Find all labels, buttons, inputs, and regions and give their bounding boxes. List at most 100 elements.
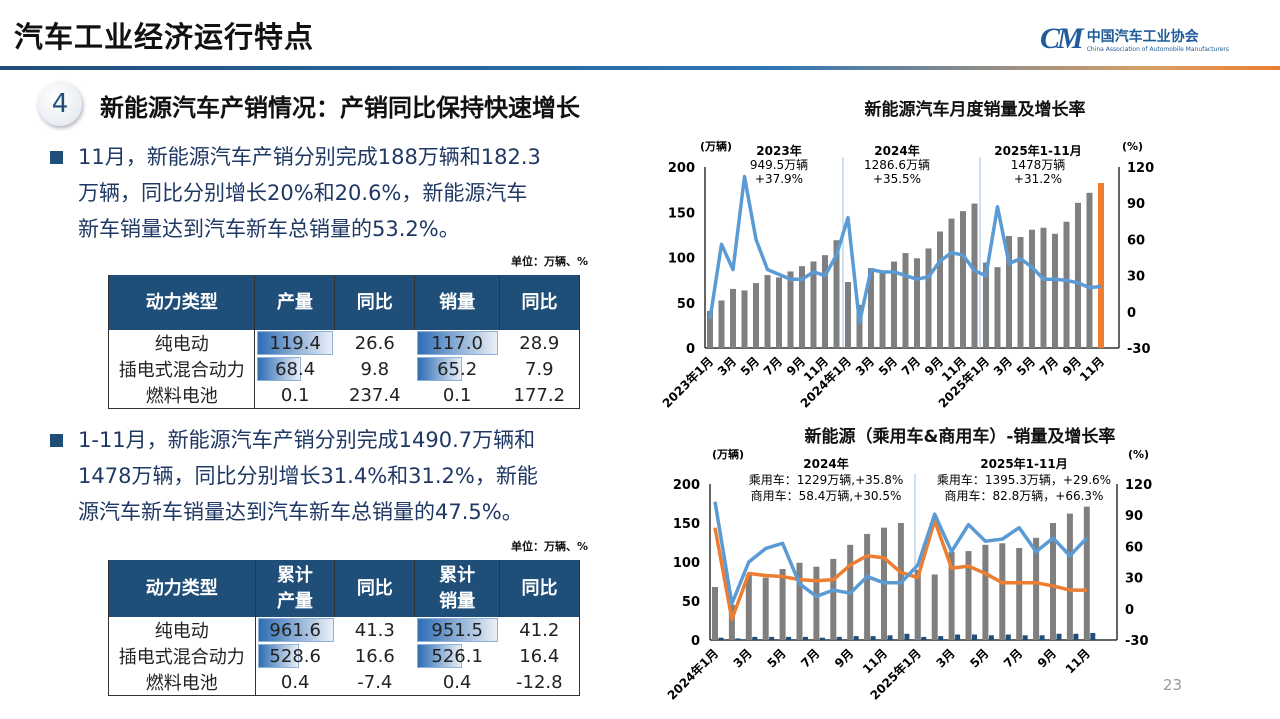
cell-value: 117.0 xyxy=(431,332,483,354)
table-cell: 117.0 xyxy=(415,330,500,356)
passenger-bar xyxy=(1066,513,1073,640)
commercial-bar xyxy=(853,636,859,640)
cell-value: 16.4 xyxy=(519,645,560,667)
growth-line xyxy=(708,174,1102,325)
y2-tick-label: 0 xyxy=(1127,306,1136,321)
annotation-text: 乘用车：1395.3万辆，+29.6% xyxy=(937,472,1111,487)
commercial-bar xyxy=(769,636,775,640)
commercial-bar xyxy=(786,636,792,640)
commercial-bar xyxy=(955,634,961,640)
annotation-text: 商用车：58.4万辆,+30.5% xyxy=(751,488,902,503)
y-tick-label: 50 xyxy=(677,297,695,312)
bullet-line: 1478万辆，同比分别增长31.4%和31.2%，新能 xyxy=(78,464,538,488)
bullet-line: 1-11月，新能源汽车产销分别完成1490.7万辆和 xyxy=(78,428,536,452)
passenger-bar xyxy=(745,574,752,640)
annotation-text: 2025年1-11月 xyxy=(994,143,1081,158)
sales-bar xyxy=(971,203,978,348)
passenger-bar xyxy=(1033,537,1040,640)
column-header: 同比 xyxy=(334,275,415,330)
y2-axis-label: (%) xyxy=(1128,448,1149,461)
annotation-text: 商用车：82.8万辆，+66.3% xyxy=(945,488,1104,503)
passenger-bar xyxy=(914,569,921,640)
y-tick-label: 100 xyxy=(668,252,695,267)
commercial-bar xyxy=(1056,633,1062,640)
passenger-bar xyxy=(712,586,718,640)
column-header: 动力类型 xyxy=(108,275,255,330)
x-tick-label: 5月 xyxy=(1014,354,1038,378)
cell-value: 68.4 xyxy=(275,358,316,380)
data-bar xyxy=(416,357,462,381)
commercial-bar xyxy=(988,635,994,640)
cell-value: 0.1 xyxy=(442,384,472,406)
sales-bar xyxy=(1063,221,1070,348)
x-tick-label: 3月 xyxy=(853,354,877,378)
bullet-line: 11月，新能源汽车产销分别完成188万辆和182.3 xyxy=(78,145,541,169)
table1-unit: 单位：万辆、% xyxy=(510,255,588,268)
table-cell: 燃料电池 xyxy=(109,669,256,696)
table-cell: 0.1 xyxy=(254,382,335,409)
commercial-bar xyxy=(972,634,977,640)
chart2-title: 新能源（乘用车&商用车）-销量及增长率 xyxy=(804,427,1116,447)
y2-tick-label: 0 xyxy=(1125,603,1134,618)
commercial-bar xyxy=(803,636,808,640)
y2-tick-label: 30 xyxy=(1127,270,1145,285)
table-row: 插电式混合动力 528.6 16.6 526.1 16.4 xyxy=(109,643,580,669)
cell-value: 0.1 xyxy=(280,384,310,406)
passenger-bar xyxy=(965,551,972,640)
x-tick-label: 2023年1月 xyxy=(660,354,716,411)
commercial-bar xyxy=(1005,634,1011,640)
cell-value: 951.5 xyxy=(431,619,483,641)
annotation-text: 2023年 xyxy=(756,143,801,158)
segment-sales-chart: 0 50 100 150 200 -30 0 30 60 90 120 (万辆) (%) 2024年1月 3… xyxy=(664,447,1152,703)
table-cell: 7.9 xyxy=(500,356,580,382)
sales-bar xyxy=(856,304,863,348)
bullet-line: 万辆，同比分别增长20%和20.6%，新能源汽车 xyxy=(78,181,528,205)
y2-tick-label: 90 xyxy=(1125,509,1143,524)
x-tick-label: 5月 xyxy=(876,354,900,378)
sales-bar xyxy=(891,261,897,348)
passenger-bar xyxy=(1016,547,1023,640)
cell-value: 0.4 xyxy=(280,671,310,693)
table-cell: 燃料电池 xyxy=(109,382,255,409)
sales-bar xyxy=(1075,202,1081,348)
sales-bar xyxy=(707,310,713,348)
annotation-text: 1478万辆 xyxy=(1011,158,1066,172)
data-bar xyxy=(257,357,301,381)
sales-bar xyxy=(741,290,748,348)
table-row: 燃料电池 0.4 -7.4 0.4 -12.8 xyxy=(109,669,580,696)
bullet-square-icon xyxy=(50,434,63,447)
orange-growth-line xyxy=(713,518,1087,621)
column-header: 动力类型 xyxy=(108,560,255,617)
cell-value: 0.4 xyxy=(442,671,472,693)
passenger-bar xyxy=(931,574,938,640)
bullet-square-icon xyxy=(50,151,63,164)
passenger-bar xyxy=(813,566,820,640)
y-tick-label: 200 xyxy=(668,161,695,176)
sales-bar xyxy=(718,300,725,348)
cell-value: 119.4 xyxy=(269,332,321,354)
sales-bar xyxy=(833,240,840,348)
page-number: 23 xyxy=(1163,676,1183,694)
table-cell: 41.2 xyxy=(500,617,580,643)
column-header: 累计 销量 xyxy=(414,560,500,617)
table-cell: 纯电动 xyxy=(109,617,256,643)
sales-bar xyxy=(1098,183,1104,348)
sales-bar xyxy=(879,271,886,348)
y2-axis-label: (%) xyxy=(1122,140,1143,153)
y-tick-label: 150 xyxy=(673,517,700,532)
table-cell: 526.1 xyxy=(415,643,500,669)
annotation-text: 2024年 xyxy=(803,456,848,471)
data-bar xyxy=(257,644,300,668)
commercial-bar xyxy=(921,636,927,640)
x-tick-label: 3月 xyxy=(715,354,739,378)
caam-logo: CM 中国汽车工业协会 China Association of Automob… xyxy=(1040,22,1229,56)
sales-bar xyxy=(914,258,920,348)
y2-tick-label: 30 xyxy=(1125,572,1143,587)
commercial-bar xyxy=(904,633,910,640)
passenger-bar xyxy=(779,569,786,640)
x-tick-label: 11月 xyxy=(860,646,890,676)
sales-bar xyxy=(787,271,794,348)
sales-bar xyxy=(1086,192,1093,348)
commercial-bar xyxy=(1039,635,1045,640)
